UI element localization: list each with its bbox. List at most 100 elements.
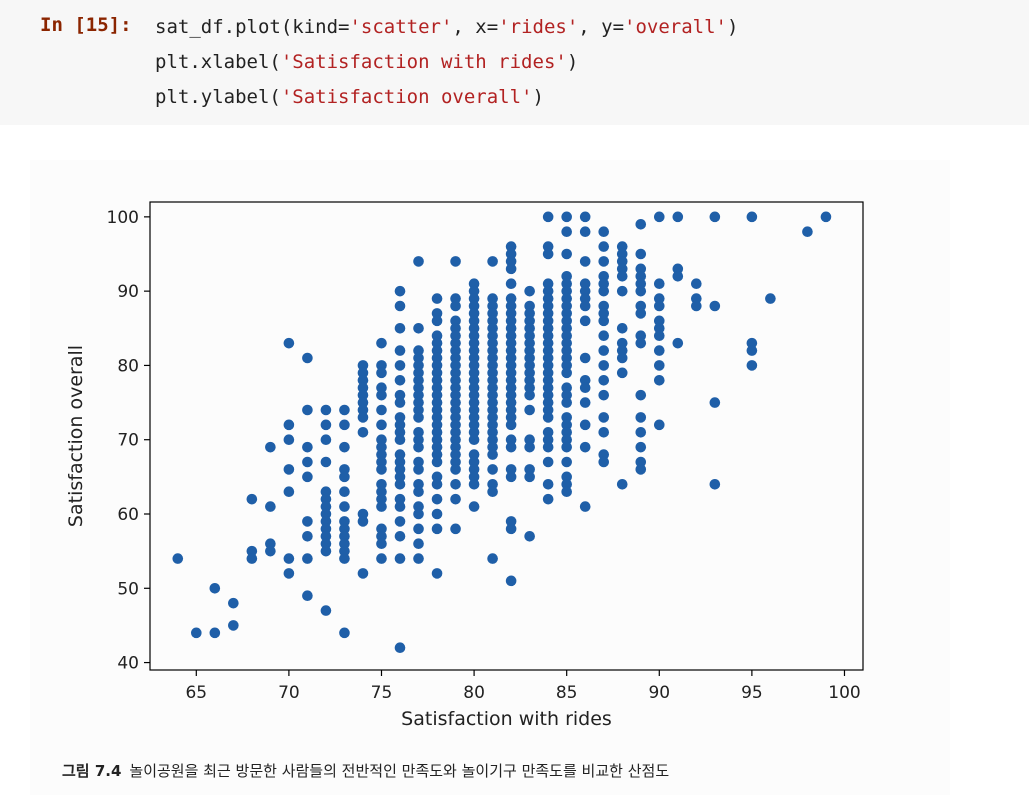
data-point <box>542 293 554 304</box>
data-point <box>431 426 443 438</box>
data-point <box>561 397 572 408</box>
data-point <box>413 553 424 564</box>
data-point <box>376 419 387 431</box>
data-point <box>468 337 480 349</box>
data-point <box>376 337 387 349</box>
data-point <box>616 248 628 260</box>
data-point <box>561 412 572 423</box>
data-point <box>505 367 517 379</box>
data-point <box>653 293 665 304</box>
data-point <box>246 493 258 505</box>
data-point <box>468 412 480 423</box>
data-point <box>487 486 498 498</box>
data-point <box>635 218 647 230</box>
data-point <box>524 285 535 297</box>
data-point <box>339 501 350 512</box>
data-point <box>653 300 665 312</box>
caption-text: 놀이공원을 최근 방문한 사람들의 전반적인 만족도와 놀이기구 만족도를 비교… <box>129 762 670 780</box>
data-point <box>450 478 461 490</box>
data-point <box>505 278 517 290</box>
data-point <box>579 397 591 408</box>
data-point <box>653 360 665 371</box>
data-point <box>431 471 443 483</box>
data-point <box>505 337 517 349</box>
data-point <box>431 404 443 416</box>
data-point <box>413 345 424 356</box>
data-point <box>468 285 480 297</box>
data-point <box>505 256 517 267</box>
data-point <box>487 389 498 401</box>
data-point <box>339 419 350 431</box>
data-point <box>653 211 665 223</box>
data-point <box>598 315 610 327</box>
data-point <box>394 478 406 490</box>
data-point <box>542 374 554 386</box>
x-tick-label: 90 <box>648 683 670 703</box>
data-point <box>820 211 832 223</box>
code-cell[interactable]: In [15]: sat_df.plot(kind='scatter', x='… <box>0 0 1029 125</box>
data-point <box>561 426 572 438</box>
data-point <box>413 389 424 401</box>
data-point <box>505 374 517 386</box>
data-point <box>579 293 591 304</box>
data-point <box>505 300 517 312</box>
data-point <box>431 434 443 446</box>
data-point <box>468 300 480 312</box>
output-area: 65 70 75 80 85 90 95 100 40 50 60 70 80 90 100 Satisfac… <box>30 160 950 795</box>
data-point <box>505 241 517 252</box>
data-point <box>413 508 424 520</box>
y-tick-label: 40 <box>117 654 139 674</box>
data-point <box>468 397 480 408</box>
data-point <box>561 211 572 223</box>
data-point <box>802 226 813 238</box>
data-point <box>524 530 535 542</box>
data-point <box>376 486 387 498</box>
data-point <box>635 426 647 438</box>
code-editor[interactable]: sat_df.plot(kind='scatter', x='rides', y… <box>155 10 738 115</box>
data-point <box>542 404 554 416</box>
data-point <box>653 345 665 356</box>
data-point <box>505 397 517 408</box>
data-point <box>505 434 517 446</box>
x-tick-label: 70 <box>278 683 300 703</box>
data-point <box>598 374 610 386</box>
data-point <box>672 263 684 275</box>
data-point <box>542 426 554 438</box>
data-point <box>357 426 369 438</box>
data-point <box>561 360 572 371</box>
data-point <box>561 367 572 379</box>
y-tick-label: 50 <box>117 579 139 599</box>
data-point <box>487 553 498 564</box>
data-point <box>450 330 461 342</box>
data-point <box>320 530 332 542</box>
data-point <box>302 404 313 416</box>
data-point <box>376 456 387 468</box>
data-point <box>413 367 424 379</box>
data-point <box>376 523 387 535</box>
data-point <box>339 516 350 527</box>
data-point <box>487 293 498 304</box>
data-point <box>450 300 461 312</box>
data-point <box>394 464 406 475</box>
data-point <box>302 352 313 364</box>
data-point <box>635 300 647 312</box>
y-tick-label: 60 <box>117 505 139 525</box>
data-point <box>561 434 572 446</box>
data-point <box>413 397 424 408</box>
data-point <box>450 352 461 364</box>
code-token: ) <box>532 86 544 108</box>
data-point <box>542 345 554 356</box>
data-point <box>468 471 480 483</box>
y-tick-label: 100 <box>107 208 139 228</box>
data-point <box>542 397 554 408</box>
data-point <box>598 285 610 297</box>
data-point <box>691 300 702 312</box>
data-point <box>431 456 443 468</box>
data-point <box>672 337 684 349</box>
data-point <box>320 516 332 527</box>
data-point <box>468 501 480 512</box>
data-point <box>616 367 628 379</box>
data-point <box>357 412 369 423</box>
data-point <box>579 256 591 267</box>
data-point <box>431 568 443 579</box>
